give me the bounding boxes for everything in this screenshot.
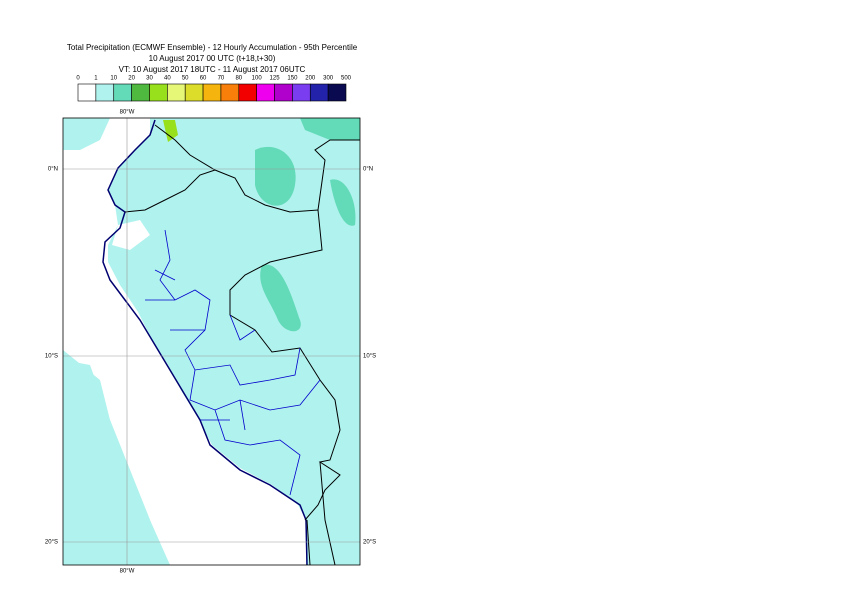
precip-blob bbox=[330, 179, 356, 226]
title: Total Precipitation (ECMWF Ensemble) - 1… bbox=[67, 43, 358, 52]
legend-label: 125 bbox=[270, 76, 281, 82]
dry-area bbox=[112, 220, 150, 250]
legend-swatch bbox=[77, 83, 97, 102]
lat-label: 20°S bbox=[363, 540, 376, 546]
coastline bbox=[102, 119, 308, 565]
legend-label: 20 bbox=[128, 76, 135, 82]
legend-label: 70 bbox=[218, 76, 225, 82]
legend-label: 200 bbox=[305, 76, 316, 82]
legend-swatch bbox=[184, 83, 204, 102]
lat-label: 20°S bbox=[45, 540, 58, 546]
legend-swatch bbox=[292, 83, 311, 102]
legend-label: 80 bbox=[235, 76, 242, 82]
legend-label: 50 bbox=[182, 76, 189, 82]
country-border bbox=[124, 169, 216, 213]
legend-label: 40 bbox=[164, 76, 171, 82]
precip-field bbox=[63, 118, 110, 150]
precip-field bbox=[63, 360, 165, 565]
precip-blob bbox=[255, 146, 296, 206]
lat-label: 0°N bbox=[363, 167, 373, 173]
legend-swatch bbox=[167, 83, 186, 102]
legend-swatch bbox=[202, 83, 222, 102]
legend-swatch bbox=[238, 83, 257, 102]
legend-swatch bbox=[220, 83, 240, 102]
legend-label: 10 bbox=[110, 76, 117, 82]
map bbox=[63, 118, 360, 565]
legend-label: 100 bbox=[252, 76, 263, 82]
lat-label: 10°S bbox=[363, 354, 376, 360]
legend-swatch bbox=[327, 83, 347, 102]
country-border bbox=[154, 124, 341, 521]
lat-label: 10°S bbox=[45, 354, 58, 360]
legend-label: 150 bbox=[287, 76, 298, 82]
legend-swatch bbox=[131, 83, 150, 102]
subtitle: 10 August 2017 00 UTC (t+18,t+30) bbox=[149, 54, 276, 63]
legend-swatch bbox=[149, 83, 168, 102]
legend-label: 0 bbox=[76, 76, 80, 82]
legend-swatch bbox=[256, 83, 275, 102]
legend-label: 300 bbox=[323, 76, 334, 82]
precip-blob bbox=[300, 118, 360, 140]
valid-time: VT: 10 August 2017 18UTC - 11 August 201… bbox=[119, 65, 306, 74]
legend-swatch bbox=[274, 83, 293, 102]
legend-swatch bbox=[113, 83, 132, 102]
lat-label: 0°N bbox=[48, 167, 58, 173]
legend-label: 30 bbox=[146, 76, 153, 82]
dry-area bbox=[63, 118, 306, 565]
legend-label: 1 bbox=[94, 76, 98, 82]
map-frame bbox=[62, 117, 361, 566]
precip-blob bbox=[260, 264, 301, 332]
country-border bbox=[306, 139, 360, 565]
legend: 0 1 10 20 30 40 50 60 70 80 100 125 150 200 300 500 bbox=[76, 76, 352, 102]
lon-label: 80°W bbox=[120, 569, 135, 575]
precip-blob bbox=[163, 120, 178, 142]
lon-label: 80°W bbox=[120, 110, 135, 116]
legend-label: 500 bbox=[341, 76, 352, 82]
legend-swatch bbox=[309, 83, 329, 102]
legend-swatch bbox=[95, 83, 115, 102]
admin-border bbox=[145, 229, 321, 496]
legend-label: 60 bbox=[200, 76, 207, 82]
